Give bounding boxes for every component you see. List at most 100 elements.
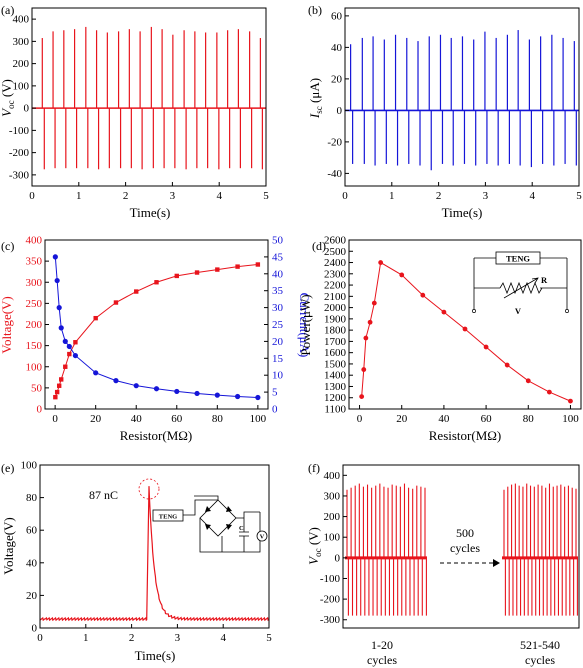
panel-b-xtick-label: 4 [529, 190, 535, 202]
panel-c-ytick-right-label: 50 [272, 235, 284, 247]
power-point [525, 378, 531, 384]
panel-b-ytick-label: 60 [331, 10, 343, 22]
capacitor-icon [239, 531, 249, 552]
panel-b-xlabel: Time(s) [442, 205, 483, 220]
rectifier-bridge-icon [199, 499, 237, 537]
panel-f-ytick-label: -200 [320, 594, 341, 606]
panel-a-xtick-label: 5 [263, 190, 269, 202]
current-point [194, 390, 200, 397]
panel-e-ytick-label: 80 [26, 492, 38, 504]
inset-wires [473, 257, 568, 310]
panel-d-ytick-label: 2300 [324, 268, 347, 280]
terminal-left-icon [472, 309, 476, 313]
panel-d-ytick-label: 2600 [324, 235, 347, 247]
current-point [66, 343, 72, 350]
panel-c-ytick-right-label: 25 [272, 319, 284, 331]
panel-b-xtick-label: 1 [389, 190, 395, 202]
power-point [483, 344, 489, 350]
panel-a-ylabel: Voc (V) [0, 79, 16, 117]
panel-a-ticks: 0 1 2 3 4 5 -300 -200 -100 0 100 200 300 400 [9, 14, 269, 202]
panel-e-xtick-label: 2 [129, 632, 135, 644]
panel-b-xtick-label: 5 [576, 190, 582, 202]
diode-icons [205, 506, 232, 530]
panel-c-xtick-label: 100 [250, 413, 267, 425]
voltage-point [235, 264, 240, 269]
panel-c-ylabel-left: Voltage(V) [0, 296, 14, 354]
panel-e-ytick-label: 0 [32, 623, 38, 635]
panel-f-plot-data [345, 483, 578, 616]
voltage-point [134, 289, 139, 294]
panel-d-ytick-label: 1400 [324, 370, 347, 382]
power-point [361, 367, 367, 372]
panel-a-xtick-label: 4 [216, 190, 222, 202]
panel-d-circuit-inset: TENG R V [472, 251, 569, 316]
panel-e-xlabel: Time(s) [135, 648, 176, 663]
current-point [54, 277, 60, 284]
panel-d-ytick-label: 2200 [324, 280, 347, 292]
panel-c-ytick-right-label: 0 [272, 404, 278, 416]
panel-d-xtick-label: 100 [562, 413, 579, 425]
panel-c-ytick-right-label: 15 [272, 353, 284, 365]
panel-c-ytick-right-label: 10 [272, 370, 284, 382]
panel-a-ytick-label: -100 [9, 125, 30, 137]
current-point [93, 370, 99, 376]
panel-a-xtick-label: 0 [29, 190, 35, 202]
panel-e-ytick-label: 20 [26, 590, 38, 602]
panel-f-mid-line2: cycles [450, 541, 480, 555]
panel-d-xtick-label: 20 [396, 413, 408, 425]
panel-e-frame [39, 464, 270, 629]
panel-e-ytick-label: 40 [26, 557, 38, 569]
power-point [462, 326, 468, 332]
current-point [214, 392, 220, 398]
panel-b-ticks: 0 1 2 3 4 5 -40 -20 0 20 40 60 [327, 10, 582, 202]
power-point [371, 300, 377, 306]
panel-a-ytick-label: 0 [24, 103, 30, 115]
variable-arrow-icon [503, 277, 539, 299]
panel-f: (f) -300 -200 -100 0 100 200 300 400 Voc (V) 50… [306, 461, 580, 667]
panel-a-ytick-label: 300 [13, 36, 30, 48]
panel-f-letter: (f) [308, 461, 320, 475]
panel-f-mid-line1: 500 [456, 526, 474, 540]
panel-b-ytick-label: 40 [331, 42, 343, 54]
panel-d-ytick-label: 2100 [324, 291, 347, 303]
voltage-point [113, 300, 119, 305]
panel-d-ylabel: Power(μW) [298, 294, 313, 355]
panel-d-ytick-label: 1600 [324, 347, 347, 359]
panel-a-xtick-label: 2 [123, 190, 129, 202]
panel-c-letter: (c) [1, 239, 14, 253]
panel-c-ytick-label: 50 [31, 382, 43, 394]
panel-c-ytick-label: 200 [26, 319, 43, 331]
current-point [72, 352, 79, 359]
current-point [52, 254, 58, 260]
power-point [367, 319, 373, 325]
panel-c-plot-data [52, 254, 261, 401]
panel-a-plot-data [32, 26, 266, 170]
panel-e: (e) 0 1 2 3 4 5 0 20 40 60 80 100 Time(s) Voltage(V… [1, 460, 272, 664]
voltage-point [194, 270, 200, 275]
panel-f-ylabel: Voc (V) [306, 527, 323, 565]
panel-e-circuit-inset: TENG C V [152, 495, 268, 553]
panel-c-ytick-right-label: 30 [272, 302, 284, 314]
power-series-line [361, 261, 571, 402]
inset-v-label: V [260, 534, 265, 541]
power-point [363, 335, 369, 341]
panel-c-ytick-right-label: 5 [272, 387, 278, 399]
panel-a-ytick-label: -200 [9, 147, 30, 159]
panel-c-ytick-right-label: 20 [272, 336, 284, 348]
panel-a: (a) 0 1 2 3 4 5 -300 -200 -100 0 100 200 300 400 Time… [0, 3, 269, 220]
panel-c-xtick-label: 0 [52, 413, 58, 425]
current-point [58, 325, 64, 331]
panel-f-ytick-label: -300 [320, 614, 341, 626]
panel-d-plot-data [359, 260, 573, 404]
voltage-point [154, 280, 159, 285]
panel-a-xtick-label: 1 [76, 190, 82, 202]
panel-b-ytick-label: -20 [327, 136, 342, 148]
current-point [174, 388, 180, 395]
panel-d-xlabel: Resistor(MΩ) [429, 428, 502, 443]
panel-d-xtick-label: 0 [357, 413, 363, 425]
panel-f-frame [342, 464, 580, 629]
panel-c-ytick-label: 150 [26, 340, 43, 352]
panel-c-xtick-label: 80 [212, 413, 224, 425]
panel-c-xlabel: Resistor(MΩ) [120, 428, 193, 443]
panel-d-xtick-label: 60 [481, 413, 493, 425]
